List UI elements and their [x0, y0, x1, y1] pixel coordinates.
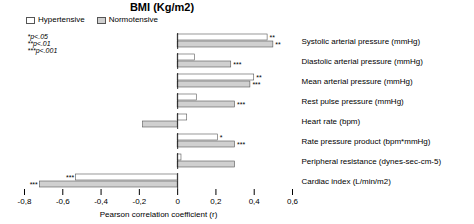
- svg-text:0,4: 0,4: [249, 197, 261, 206]
- svg-text:0,2: 0,2: [210, 197, 222, 206]
- html-text:Normotensive: Normotensive: [108, 15, 158, 24]
- svg-text:Rate pressure product (bpm*mmH: Rate pressure product (bpm*mmHg): [302, 137, 431, 146]
- svg-text:**: **: [270, 34, 276, 41]
- svg-text:***: ***: [237, 101, 245, 108]
- svg-text:***: ***: [30, 181, 38, 188]
- svg-text:***: ***: [237, 141, 245, 148]
- svg-text:Pearson correlation coefficien: Pearson correlation coefficient (r): [100, 210, 218, 219]
- svg-text:0,6: 0,6: [287, 197, 299, 206]
- svg-text:Systolic arterial pressure (mm: Systolic arterial pressure (mmHg): [302, 37, 421, 46]
- html-text:BMI (Kg/m2): BMI (Kg/m2): [129, 1, 195, 13]
- svg-text:*: *: [220, 134, 223, 141]
- svg-text:-0,8: -0,8: [18, 197, 32, 206]
- svg-text:*p<.05**p<.01***p<.001: *p<.05**p<.01***p<.001: [28, 33, 58, 55]
- svg-text:-0,4: -0,4: [94, 197, 108, 206]
- svg-text:0: 0: [175, 197, 180, 206]
- svg-text:**: **: [256, 74, 262, 81]
- svg-text:Mean arterial pressure (mmHg): Mean arterial pressure (mmHg): [302, 77, 413, 86]
- svg-text:Diastolic arterial pressure (m: Diastolic arterial pressure (mmHg): [302, 57, 424, 66]
- html-text:Hypertensive: Hypertensive: [38, 15, 85, 24]
- svg-text:***: ***: [252, 81, 260, 88]
- svg-text:***: ***: [233, 61, 241, 68]
- svg-text:-0,2: -0,2: [132, 197, 146, 206]
- svg-text:Rest pulse pressure (mmHg): Rest pulse pressure (mmHg): [302, 97, 405, 106]
- svg-text:Peripheral resistance (dynes-s: Peripheral resistance (dynes-sec-cm-5): [302, 157, 442, 166]
- svg-text:Cardiac index (L/min/m2): Cardiac index (L/min/m2): [302, 177, 392, 186]
- svg-text:-0,6: -0,6: [56, 197, 70, 206]
- svg-text:**: **: [275, 41, 281, 48]
- svg-text:Heart rate (bpm): Heart rate (bpm): [302, 117, 361, 126]
- svg-text:***: ***: [66, 174, 74, 181]
